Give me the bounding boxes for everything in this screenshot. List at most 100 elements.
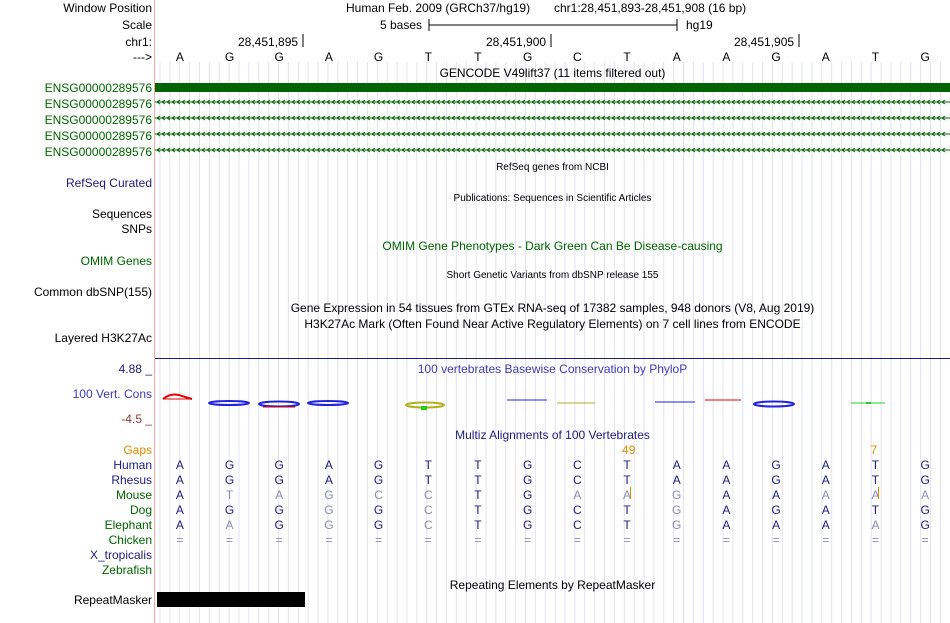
snps-label[interactable]: SNPs xyxy=(121,222,152,236)
species-label[interactable]: Chicken xyxy=(108,533,152,547)
strand-arrow xyxy=(666,99,671,105)
strand-arrow xyxy=(916,115,921,121)
strand-arrow xyxy=(566,99,571,105)
strand-arrow xyxy=(446,99,451,105)
strand-arrow xyxy=(666,131,671,137)
strand-arrow xyxy=(286,147,291,153)
gencode-item-label[interactable]: ENSG00000289576 xyxy=(44,129,152,143)
species-label[interactable]: Zebrafish xyxy=(101,563,152,577)
strand-arrow xyxy=(336,147,341,153)
strand-arrow xyxy=(381,115,386,121)
phylop-label[interactable]: 100 Vert. Cons xyxy=(72,387,152,401)
gencode-item-label[interactable]: ENSG00000289576 xyxy=(44,145,152,159)
strand-arrow xyxy=(856,115,861,121)
dbsnp-label[interactable]: Common dbSNP(155) xyxy=(33,285,152,299)
aligned-base: G xyxy=(920,473,930,487)
repeat-label[interactable]: RepeatMasker xyxy=(73,593,152,607)
sequence-base: A xyxy=(175,50,184,64)
strand-arrow xyxy=(676,99,681,105)
strand-arrow xyxy=(641,147,646,153)
strand-arrow xyxy=(201,131,206,137)
strand-arrow xyxy=(396,147,401,153)
strand-arrow xyxy=(926,131,931,137)
strand-arrow xyxy=(681,99,686,105)
strand-arrow xyxy=(591,131,596,137)
strand-arrow xyxy=(881,115,886,121)
species-label[interactable]: Elephant xyxy=(104,518,152,532)
strand-arrow xyxy=(601,147,606,153)
strand-arrow xyxy=(591,147,596,153)
strand-arrow xyxy=(711,147,716,153)
refseq-label[interactable]: RefSeq Curated xyxy=(65,176,152,190)
strand-arrow xyxy=(301,131,306,137)
strand-arrow xyxy=(251,131,256,137)
strand-arrow xyxy=(841,147,846,153)
strand-arrow xyxy=(611,131,616,137)
strand-arrow xyxy=(636,131,641,137)
species-label[interactable]: Mouse xyxy=(115,488,152,502)
strand-arrow xyxy=(456,99,461,105)
strand-arrow xyxy=(546,115,551,121)
strand-arrow xyxy=(711,115,716,121)
gencode-item-label[interactable]: ENSG00000289576 xyxy=(44,97,152,111)
strand-arrow xyxy=(481,131,486,137)
omim-label[interactable]: OMIM Genes xyxy=(80,254,152,268)
strand-arrow xyxy=(576,131,581,137)
gencode-item-label[interactable]: ENSG00000289576 xyxy=(44,113,152,127)
strand-arrow xyxy=(766,115,771,121)
strand-arrow xyxy=(321,147,326,153)
strand-arrow xyxy=(226,147,231,153)
strand-arrow xyxy=(906,147,911,153)
strand-arrow xyxy=(206,147,211,153)
strand-arrow xyxy=(381,99,386,105)
strand-arrow xyxy=(876,131,881,137)
strand-arrow xyxy=(891,115,896,121)
strand-arrow xyxy=(331,147,336,153)
species-label[interactable]: Rhesus xyxy=(111,473,152,487)
strand-arrow xyxy=(256,99,261,105)
strand-arrow xyxy=(866,131,871,137)
aligned-base: G xyxy=(324,503,334,517)
strand-arrow xyxy=(206,115,211,121)
strand-arrow xyxy=(426,99,431,105)
gencode-item-label[interactable]: ENSG00000289576 xyxy=(44,81,152,95)
strand-arrow xyxy=(711,131,716,137)
strand-arrow xyxy=(351,131,356,137)
strand-arrow xyxy=(886,99,891,105)
strand-arrow xyxy=(491,131,496,137)
aligned-base: T xyxy=(424,473,432,487)
strand-arrow xyxy=(451,115,456,121)
aligned-base: G xyxy=(920,518,930,532)
aligned-base: T xyxy=(623,473,631,487)
strand-arrow xyxy=(831,131,836,137)
gencode-gene-features[interactable] xyxy=(155,82,950,162)
aligned-base: T xyxy=(474,488,482,502)
strand-arrow xyxy=(451,99,456,105)
strand-arrow xyxy=(436,99,441,105)
aligned-base: A xyxy=(175,488,184,502)
position-text[interactable]: chr1:28,451,893-28,451,908 (16 bp) xyxy=(554,1,747,15)
strand-arrow xyxy=(716,131,721,137)
h3k27-label[interactable]: Layered H3K27Ac xyxy=(54,331,152,345)
sequence-base: G xyxy=(373,50,384,64)
strand-arrow xyxy=(196,147,201,153)
strand-arrow xyxy=(796,99,801,105)
strand-arrow xyxy=(591,115,596,121)
species-label[interactable]: Human xyxy=(113,458,152,472)
phylop-max-label: 4.88 _ xyxy=(118,362,152,376)
species-label[interactable]: X_tropicalis xyxy=(89,548,152,562)
species-label[interactable]: Dog xyxy=(129,503,152,517)
sequences-label[interactable]: Sequences xyxy=(91,207,152,221)
strand-arrow xyxy=(526,99,531,105)
strand-arrow xyxy=(896,147,901,153)
repeat-element-bar[interactable] xyxy=(157,592,305,607)
aligned-base: A xyxy=(175,473,184,487)
strand-arrow xyxy=(231,147,236,153)
strand-arrow xyxy=(246,131,251,137)
strand-arrow xyxy=(816,115,821,121)
aligned-base: A xyxy=(821,458,830,472)
strand-arrow xyxy=(266,131,271,137)
aligned-base: G xyxy=(920,503,930,517)
strand-arrow xyxy=(291,131,296,137)
strand-arrow xyxy=(721,147,726,153)
